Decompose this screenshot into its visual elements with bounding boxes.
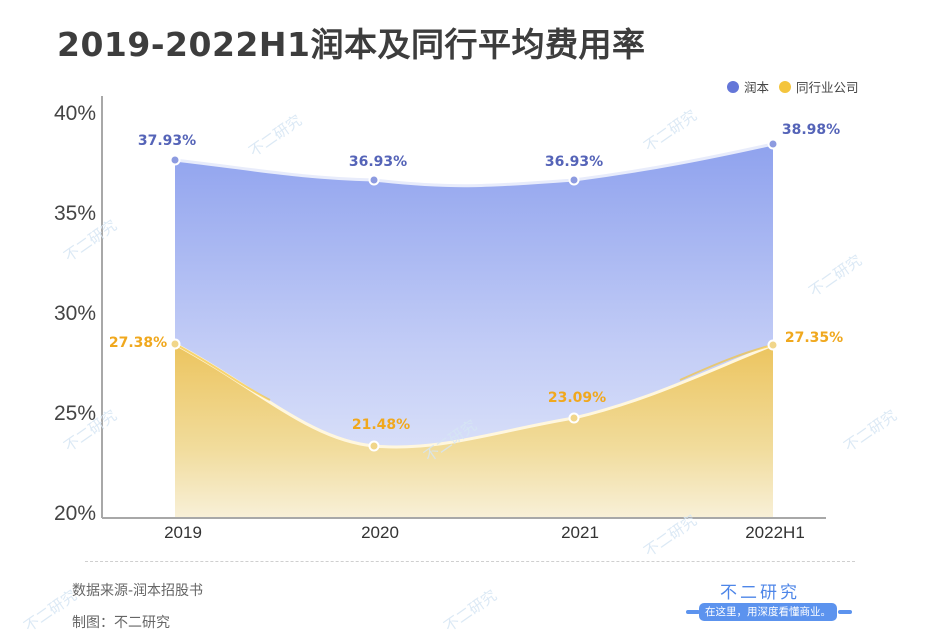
x-tick: 2019 <box>164 523 202 542</box>
y-tick: 25% <box>53 402 96 425</box>
peers-line <box>174 342 774 449</box>
x-tick: 2020 <box>361 523 399 542</box>
runben-markers <box>169 138 779 186</box>
chart-title: 2019-2022H1润本及同行平均费用率 <box>57 25 646 64</box>
y-tick: 35% <box>53 202 96 225</box>
data-source: 数据来源-润本招股书 <box>72 583 204 599</box>
legend: 润本 同行业公司 <box>727 77 869 96</box>
data-label-peers: 21.48% <box>351 417 411 433</box>
data-label-peers: 27.35% <box>784 330 844 346</box>
legend-dot-icon <box>727 80 739 93</box>
brand-logo: 不二研究 <box>720 583 800 603</box>
slogan-dash-right <box>838 610 852 614</box>
slogan-dash-left <box>686 610 700 614</box>
legend-item-peers: 同行业公司 <box>779 77 859 96</box>
y-tick: 40% <box>53 102 96 125</box>
y-tick: 30% <box>53 302 96 325</box>
footer-divider <box>85 561 855 562</box>
data-label-runben: 37.93% <box>137 133 197 149</box>
x-tick: 2022H1 <box>745 523 805 542</box>
made-by: 制图：不二研究 <box>72 615 170 631</box>
legend-label: 同行业公司 <box>796 80 859 95</box>
data-label-runben: 38.98% <box>781 122 841 138</box>
legend-item-runben: 润本 <box>727 77 769 96</box>
y-tick: 20% <box>53 502 96 525</box>
brand-slogan: 在这里，用深度看懂商业。 <box>699 603 837 621</box>
data-label-peers: 27.38% <box>108 335 168 351</box>
runben-line <box>174 142 774 188</box>
data-label-peers: 23.09% <box>547 390 607 406</box>
peers-markers <box>169 338 779 452</box>
legend-dot-icon <box>779 80 792 93</box>
peers-area <box>175 344 773 518</box>
data-label-runben: 36.93% <box>348 154 408 170</box>
legend-label: 润本 <box>744 80 770 95</box>
data-label-runben: 36.93% <box>544 154 604 170</box>
x-tick: 2021 <box>561 523 599 542</box>
